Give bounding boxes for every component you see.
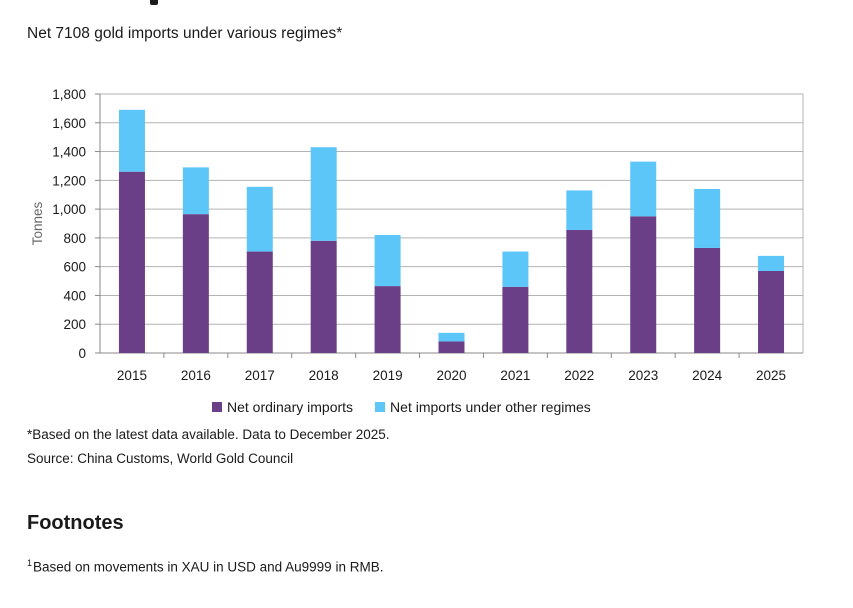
bar-other-regimes-2017 [246, 186, 273, 252]
y-tick-label: 1,600 [52, 116, 86, 131]
y-tick-label: 600 [63, 260, 86, 275]
bar-other-regimes-2016 [182, 167, 209, 215]
x-tick-label: 2019 [373, 368, 403, 383]
bar-ordinary-2024 [694, 247, 721, 353]
bar-other-regimes-2019 [374, 235, 401, 287]
bar-other-regimes-2024 [694, 188, 721, 248]
source-note: Source: China Customs, World Gold Counci… [27, 451, 294, 466]
x-tick-label: 2017 [245, 368, 275, 383]
x-tick-label: 2023 [628, 368, 658, 383]
x-tick-label: 2020 [436, 368, 466, 383]
legend-swatch-other-regimes [375, 402, 386, 412]
bar-ordinary-2022 [566, 229, 593, 353]
y-tick-label: 1,200 [52, 173, 86, 188]
y-tick-label: 1,000 [52, 202, 86, 217]
bar-ordinary-2021 [502, 286, 529, 353]
footnote-marker: 1 [27, 558, 33, 568]
y-tick-label: 0 [78, 346, 86, 361]
y-tick-label: 1,400 [52, 145, 86, 160]
legend-item-ordinary: Net ordinary imports [212, 399, 353, 415]
bar-other-regimes-2022 [566, 190, 593, 230]
bar-ordinary-2017 [246, 251, 273, 353]
bar-ordinary-2023 [630, 216, 657, 353]
x-tick-label: 2016 [181, 368, 211, 383]
y-axis-label: Tonnes [30, 201, 45, 245]
y-tick-label: 800 [63, 231, 86, 246]
footnote-text: Based on movements in XAU in USD and Au9… [33, 559, 384, 575]
x-tick-label: 2021 [500, 368, 530, 383]
bar-ordinary-2018 [310, 240, 337, 353]
bar-other-regimes-2023 [630, 161, 657, 217]
data-note: *Based on the latest data available. Dat… [27, 427, 390, 442]
x-tick-label: 2024 [692, 368, 723, 383]
clipped-heading-fragment [0, 0, 853, 10]
y-tick-label: 1,800 [52, 87, 86, 102]
x-tick-label: 2018 [309, 368, 339, 383]
x-tick-label: 2022 [564, 368, 594, 383]
bar-ordinary-2025 [758, 270, 785, 353]
footnote-1: 1Based on movements in XAU in USD and Au… [27, 558, 383, 575]
stacked-bar-chart: 0 200 400 600 800 1,000 1,200 1,400 1,600 1,800 To… [30, 87, 804, 383]
legend-swatch-ordinary [212, 402, 222, 412]
bar-other-regimes-2021 [502, 251, 529, 287]
bar-ordinary-2016 [182, 214, 209, 353]
chart-legend: Net ordinary imports Net imports under o… [212, 399, 591, 415]
bar-ordinary-2019 [374, 286, 401, 353]
bar-ordinary-2015 [118, 171, 145, 353]
bar-other-regimes-2015 [118, 109, 145, 172]
bar-other-regimes-2025 [758, 255, 785, 271]
legend-label-other-regimes: Net imports under other regimes [390, 399, 591, 415]
bar-ordinary-2020 [438, 341, 465, 353]
footnotes-heading: Footnotes [27, 512, 124, 534]
x-tick-label: 2015 [117, 368, 147, 383]
legend-label-ordinary: Net ordinary imports [227, 399, 354, 415]
y-tick-label: 400 [63, 288, 86, 303]
chart-title: Net 7108 gold imports under various regi… [27, 25, 343, 42]
y-tick-label: 200 [63, 317, 86, 332]
legend-item-other-regimes: Net imports under other regimes [375, 399, 591, 415]
bar-other-regimes-2020 [438, 332, 465, 342]
x-tick-label: 2025 [756, 368, 786, 383]
bar-other-regimes-2018 [310, 147, 337, 241]
